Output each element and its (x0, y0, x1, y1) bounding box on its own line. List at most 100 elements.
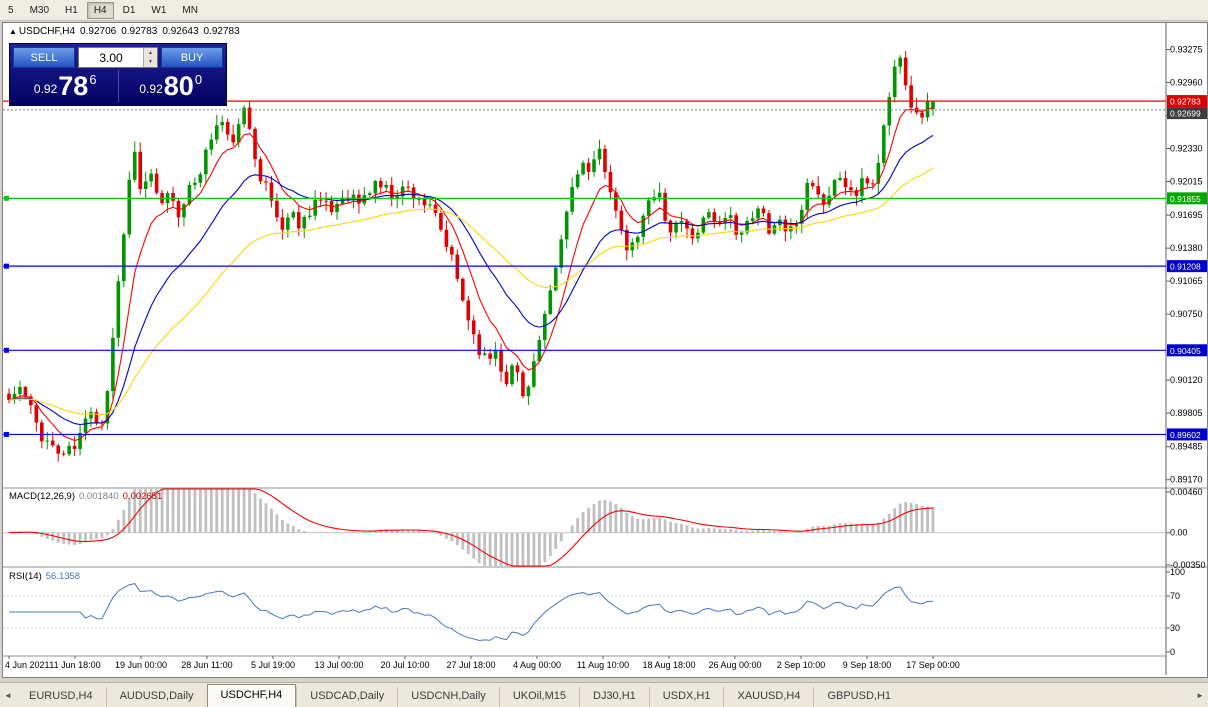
tab-usdcnh-daily[interactable]: USDCNH,Daily (397, 687, 499, 707)
chart-window: 0.932750.929600.926450.923300.920150.916… (2, 22, 1208, 678)
buy-price-prefix: 0.92 (139, 82, 163, 96)
ma-line-45 (8, 167, 934, 416)
macd-axis-label: -0.00350 (1170, 560, 1206, 570)
chart-symbol: USDCHF,H4 (18, 26, 76, 37)
tab-gbpusd-h1[interactable]: GBPUSD,H1 (813, 687, 904, 707)
tabs-scroll-right-icon[interactable]: ► (1192, 687, 1208, 707)
buy-price-big: 80 (163, 71, 194, 101)
hline-left-marker (4, 431, 9, 437)
price-badges: 0.92783 0.92699 0.91855 0.91208 0.90405 0.896… (1167, 95, 1207, 441)
ma-line-8 (8, 107, 934, 442)
chart-ohlc-header: ▲ USDCHF,H4 0.92706 0.92783 0.92643 0.92783 (9, 26, 245, 37)
macd-name: MACD(12,26,9) (9, 491, 75, 502)
timeframe-button-mn[interactable]: MN (175, 2, 205, 19)
tab-usdchf-h4[interactable]: USDCHF,H4 (206, 684, 297, 707)
time-axis-label: 17 Sep 00:00 (906, 660, 960, 670)
price-axis-label: 0.90120 (1170, 375, 1203, 385)
price-badge: 0.92699 (1170, 109, 1201, 119)
price-axis-label: 0.91380 (1170, 243, 1203, 253)
candlestick-series (7, 51, 935, 462)
ohlc-high: 0.92783 (121, 26, 158, 37)
ma-line-21 (8, 134, 934, 426)
time-axis-label: 28 Jun 11:00 (181, 660, 232, 670)
volume-down-icon[interactable]: ▼ (144, 57, 157, 67)
tabs-scroll-left-icon[interactable]: ◄ (0, 687, 16, 707)
price-badge: 0.91208 (1170, 262, 1201, 272)
tab-usdx-h1[interactable]: USDX,H1 (648, 687, 724, 707)
symbol-tab-bar: ◄ EURUSD,H4 AUDUSD,Daily USDCHF,H4 USDCAD,D… (0, 682, 1208, 707)
sell-price-big: 78 (58, 71, 89, 101)
sell-price-sup: 6 (89, 72, 97, 87)
rsi-axis-label: 100 (1170, 567, 1185, 577)
price-axis-label: 0.89170 (1170, 475, 1203, 485)
sell-price-display[interactable]: 0.92 78 6 (13, 70, 118, 102)
price-axis-label: 0.90750 (1170, 309, 1203, 319)
time-axis-label: 11 Aug 10:00 (577, 660, 629, 670)
time-axis-label: 20 Jul 10:00 (380, 660, 429, 670)
ohlc-close: 0.92783 (203, 26, 240, 37)
timeframe-button-5[interactable]: 5 (1, 2, 21, 19)
macd-axis-label: 0.00 (1170, 528, 1188, 538)
hline-left-marker (4, 263, 9, 269)
price-axis-label: 0.89485 (1170, 442, 1203, 452)
moving-average-lines (8, 107, 934, 442)
price-axis-label: 0.92960 (1170, 78, 1203, 88)
price-axis-label: 0.92015 (1170, 177, 1203, 187)
timeframe-toolbar: 5 M30 H1 H4 D1 W1 MN (0, 0, 1208, 21)
time-axis-label: 4 Aug 00:00 (513, 660, 561, 670)
price-axis: 0.932750.929600.926450.923300.920150.916… (3, 23, 1207, 675)
timeframe-button-h1[interactable]: H1 (58, 2, 85, 19)
time-axis: 4 Jun 2021 11 Jun 18:00 19 Jun 00:00 28 Jun… (5, 656, 960, 670)
rsi-label: RSI(14) 56.1358 (9, 571, 84, 582)
rsi-axis-label: 70 (1170, 591, 1180, 601)
buy-price-sup: 0 (194, 72, 203, 87)
time-axis-label: 27 Jul 18:00 (446, 660, 495, 670)
tab-eurusd-h4[interactable]: EURUSD,H4 (29, 690, 93, 702)
rsi-axis-label: 30 (1170, 623, 1180, 633)
time-axis-label: 9 Sep 18:00 (843, 660, 892, 670)
timeframe-button-m30[interactable]: M30 (23, 2, 56, 19)
macd-label: MACD(12,26,9) 0.001840 0.002651 (9, 491, 166, 502)
time-axis-label: 19 Jun 00:00 (115, 660, 167, 670)
time-axis-label: 11 Jun 18:00 (49, 660, 100, 670)
timeframe-button-h4[interactable]: H4 (86, 1, 114, 19)
macd-value-hist: 0.001840 (79, 491, 119, 502)
timeframe-button-d1[interactable]: D1 (116, 2, 143, 19)
timeframe-button-w1[interactable]: W1 (144, 2, 173, 19)
hline-left-marker (4, 195, 9, 201)
price-axis-label: 0.93275 (1170, 45, 1203, 55)
rsi-line (9, 583, 933, 642)
tab-dj30-h1[interactable]: DJ30,H1 (579, 687, 649, 707)
macd-signal-line (8, 488, 934, 567)
time-axis-label: 2 Sep 10:00 (777, 660, 826, 670)
price-axis-label: 0.91065 (1170, 276, 1203, 286)
tab-audusd-daily[interactable]: AUDUSD,Daily (105, 687, 207, 707)
rsi-axis-label: 0 (1170, 647, 1175, 657)
price-badge: 0.89602 (1170, 430, 1201, 440)
tab-xauusd-h4[interactable]: XAUUSD,H4 (723, 687, 813, 707)
price-divider (117, 70, 119, 102)
tab-ukoil-m15[interactable]: UKOil,M15 (498, 687, 579, 707)
ohlc-open: 0.92706 (80, 26, 117, 37)
chart-canvas[interactable]: 0.932750.929600.926450.923300.920150.916… (3, 23, 1207, 675)
ohlc-low: 0.92643 (162, 26, 199, 37)
buy-button[interactable]: BUY (161, 47, 223, 68)
price-badge: 0.91855 (1170, 194, 1201, 204)
tab-usdcad-daily[interactable]: USDCAD,Daily (296, 687, 397, 707)
rsi-value: 56.1358 (45, 571, 81, 582)
horizontal-lines[interactable] (3, 100, 1166, 437)
volume-up-icon[interactable]: ▲ (144, 48, 157, 58)
volume-input[interactable] (79, 48, 143, 67)
rsi-panel: 100 70 30 0 (3, 567, 1185, 657)
sell-button[interactable]: SELL (13, 47, 75, 68)
price-axis-label: 0.89805 (1170, 408, 1203, 418)
price-axis-label: 0.91695 (1170, 210, 1203, 220)
time-axis-label: 26 Aug 00:00 (708, 660, 761, 670)
macd-value-signal: 0.002651 (122, 491, 163, 502)
hline-left-marker (4, 347, 9, 353)
one-click-toggle-icon[interactable]: ▲ (9, 27, 17, 36)
one-click-trading-panel: SELL ▲ ▼ BUY 0.92 78 6 0.92 80 0 (9, 43, 227, 106)
buy-price-display[interactable]: 0.92 80 0 (119, 70, 224, 102)
rsi-name: RSI(14) (9, 571, 42, 582)
price-badge: 0.90405 (1170, 346, 1201, 356)
